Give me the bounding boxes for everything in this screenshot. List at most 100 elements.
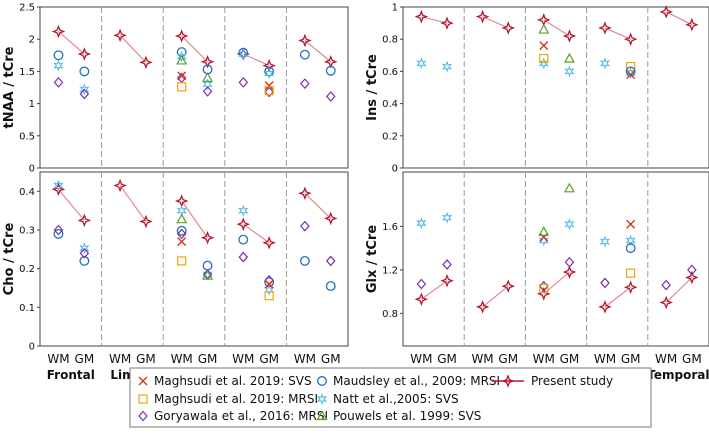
legend-label: Present study [531, 374, 613, 388]
x-tick-label: WM [171, 352, 193, 366]
point-natt [416, 57, 427, 70]
point-goryawala [79, 247, 90, 259]
point-maudsley [79, 255, 90, 266]
series-present [51, 178, 338, 250]
series-maghsudi_svs [539, 41, 636, 80]
point-present [440, 16, 454, 30]
point-goryawala [202, 85, 213, 97]
present-study-segment [604, 27, 631, 40]
point-goryawala [53, 224, 64, 236]
panel-tnaa: 0 0.5 1 1.5 2 2.5 tNAA / tCre [2, 3, 349, 175]
series-present [51, 24, 338, 73]
x-tick-label: GM [621, 352, 641, 366]
present-study-segment [421, 280, 448, 300]
point-present [414, 292, 429, 307]
x-tick-label: GM [498, 352, 518, 366]
point-goryawala [238, 76, 249, 88]
present-study-segment [543, 19, 570, 37]
point-present [598, 300, 612, 314]
legend-marker [316, 410, 328, 421]
point-maghsudi_mrsi [177, 256, 187, 266]
series-goryawala [53, 220, 336, 286]
point-maghsudi_svs [177, 71, 187, 81]
present-study-segment [421, 16, 448, 24]
point-natt [79, 83, 90, 96]
y-tick-label: 0.4 [19, 187, 35, 198]
x-tick-label: WM [109, 352, 131, 366]
present-study-segment [482, 285, 509, 308]
point-present [200, 230, 215, 245]
point-maudsley [299, 49, 310, 60]
y-tick-label: 0.1 [19, 303, 35, 314]
present-study-segment [119, 34, 147, 63]
present-study-segment [242, 223, 270, 244]
legend-label: Natt et al.,2005: SVS [333, 392, 459, 406]
point-pouwels [202, 269, 214, 280]
point-present [562, 29, 577, 43]
point-goryawala [53, 76, 64, 88]
point-goryawala [325, 255, 336, 267]
point-maudsley [625, 66, 636, 77]
point-present [200, 54, 215, 69]
point-present [685, 17, 699, 32]
x-tick-label: WM [655, 352, 677, 366]
series-natt [416, 211, 636, 248]
point-present [298, 33, 312, 48]
y-tick-label: 0.2 [19, 264, 35, 275]
point-present [77, 47, 92, 61]
legend-label: Maghsudi et al. 2019: SVS [154, 374, 312, 388]
present-study-segment [243, 53, 270, 67]
point-maghsudi_mrsi [177, 82, 187, 92]
present-study-segment [181, 200, 209, 239]
point-maghsudi_svs [177, 237, 187, 247]
series-maudsley [53, 225, 336, 292]
point-goryawala [600, 277, 610, 289]
point-goryawala [416, 278, 427, 290]
point-maghsudi_svs [539, 41, 549, 51]
series-goryawala [416, 256, 697, 292]
point-present [623, 32, 638, 46]
point-maudsley [325, 281, 336, 292]
panel-ins: 0 0.2 0.4 0.6 0.8 1 Ins / tCre [365, 3, 709, 175]
point-natt [441, 211, 453, 224]
point-natt [53, 59, 64, 72]
series-maghsudi_svs [539, 219, 636, 242]
series-natt [53, 48, 275, 96]
region-label: Frontal [47, 368, 95, 382]
y-axis-label: Cho / tCre [2, 223, 17, 296]
point-present [501, 21, 516, 35]
point-goryawala [264, 86, 274, 98]
point-natt [238, 204, 249, 217]
point-goryawala [661, 279, 671, 291]
point-maudsley [325, 65, 336, 76]
point-pouwels [538, 23, 550, 34]
point-present [685, 270, 699, 285]
present-study-segment [58, 189, 85, 221]
region-label: Temporal [647, 368, 709, 382]
x-tick-label: GM [136, 352, 156, 366]
x-tick-label: GM [321, 352, 341, 366]
legend-box [129, 367, 652, 428]
series-goryawala [53, 72, 336, 102]
point-maghsudi_mrsi [539, 283, 549, 293]
series-pouwels [176, 213, 214, 280]
point-present [51, 182, 66, 197]
point-maudsley [53, 228, 64, 239]
point-pouwels [538, 226, 550, 236]
point-present [440, 273, 454, 288]
point-natt [538, 234, 549, 247]
point-natt [202, 78, 213, 91]
legend: Maghsudi et al. 2019: SVS Maghsudi et al.… [129, 367, 652, 428]
legend-label: Goryawala et al., 2016: MRSI [154, 409, 328, 423]
point-maudsley [53, 50, 64, 61]
series-maghsudi_mrsi [177, 82, 274, 96]
present-study-segment [665, 277, 693, 303]
point-maghsudi_svs [626, 219, 636, 229]
point-goryawala [564, 256, 575, 268]
point-goryawala [79, 88, 90, 100]
x-tick-label: GM [560, 352, 580, 366]
point-present [236, 217, 251, 231]
point-present [623, 280, 638, 295]
y-tick-label: 1.2 [382, 265, 398, 276]
x-tick-label: WM [594, 352, 616, 366]
